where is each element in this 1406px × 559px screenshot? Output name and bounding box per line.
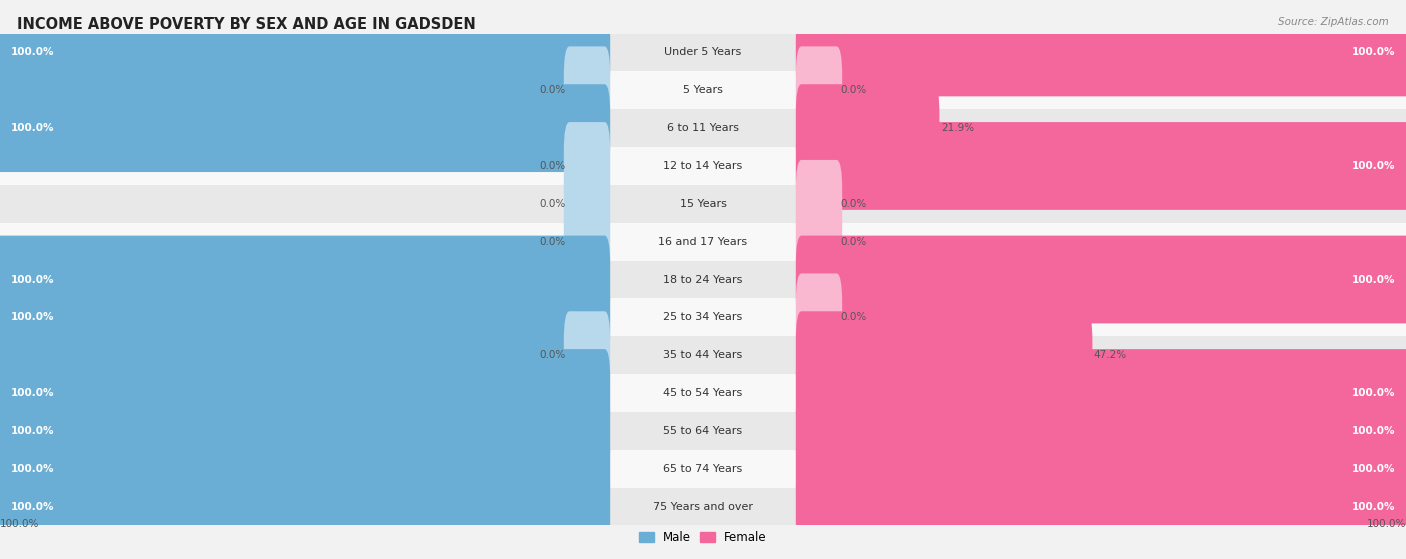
Text: 5 Years: 5 Years: [683, 86, 723, 95]
Text: 0.0%: 0.0%: [841, 312, 866, 323]
FancyBboxPatch shape: [796, 387, 1406, 475]
Text: 100.0%: 100.0%: [1367, 519, 1406, 529]
Text: 100.0%: 100.0%: [10, 48, 53, 58]
FancyBboxPatch shape: [0, 463, 610, 551]
Text: 35 to 44 Years: 35 to 44 Years: [664, 350, 742, 360]
Bar: [0, 34, 1406, 72]
Text: Under 5 Years: Under 5 Years: [665, 48, 741, 58]
Text: INCOME ABOVE POVERTY BY SEX AND AGE IN GADSDEN: INCOME ABOVE POVERTY BY SEX AND AGE IN G…: [17, 17, 475, 32]
Text: 100.0%: 100.0%: [1353, 48, 1395, 58]
Text: 15 Years: 15 Years: [679, 199, 727, 209]
Bar: [0, 450, 1406, 487]
FancyBboxPatch shape: [796, 349, 1406, 437]
Text: 100.0%: 100.0%: [10, 123, 53, 133]
Bar: [0, 185, 1406, 222]
FancyBboxPatch shape: [0, 425, 610, 513]
FancyBboxPatch shape: [564, 122, 610, 210]
Text: 100.0%: 100.0%: [1353, 161, 1395, 171]
FancyBboxPatch shape: [796, 8, 1406, 96]
Bar: [0, 299, 1406, 337]
Text: 100.0%: 100.0%: [0, 519, 39, 529]
Text: 0.0%: 0.0%: [841, 236, 866, 247]
Text: 100.0%: 100.0%: [10, 501, 53, 511]
Text: 100.0%: 100.0%: [1353, 426, 1395, 436]
FancyBboxPatch shape: [0, 387, 610, 475]
Bar: [0, 374, 1406, 412]
Text: 75 Years and over: 75 Years and over: [652, 501, 754, 511]
Legend: Male, Female: Male, Female: [634, 527, 772, 549]
Text: 0.0%: 0.0%: [540, 161, 565, 171]
Bar: [0, 109, 1406, 147]
FancyBboxPatch shape: [796, 235, 1406, 324]
FancyBboxPatch shape: [0, 349, 610, 437]
Text: 12 to 14 Years: 12 to 14 Years: [664, 161, 742, 171]
FancyBboxPatch shape: [564, 198, 610, 286]
FancyBboxPatch shape: [796, 273, 842, 361]
Text: 47.2%: 47.2%: [1094, 350, 1128, 360]
Text: 0.0%: 0.0%: [540, 86, 565, 95]
Text: 100.0%: 100.0%: [1353, 388, 1395, 398]
Text: 100.0%: 100.0%: [10, 464, 53, 473]
Bar: [0, 412, 1406, 450]
Text: 16 and 17 Years: 16 and 17 Years: [658, 236, 748, 247]
Text: 100.0%: 100.0%: [10, 426, 53, 436]
Bar: [0, 72, 1406, 109]
FancyBboxPatch shape: [564, 46, 610, 134]
Bar: [0, 487, 1406, 525]
FancyBboxPatch shape: [796, 463, 1406, 551]
FancyBboxPatch shape: [796, 46, 842, 134]
Bar: [0, 222, 1406, 260]
FancyBboxPatch shape: [0, 235, 610, 324]
FancyBboxPatch shape: [796, 160, 842, 248]
Text: 21.9%: 21.9%: [941, 123, 974, 133]
Text: 100.0%: 100.0%: [10, 388, 53, 398]
Text: 0.0%: 0.0%: [841, 86, 866, 95]
FancyBboxPatch shape: [564, 311, 610, 399]
FancyBboxPatch shape: [564, 160, 610, 248]
Text: 100.0%: 100.0%: [1353, 501, 1395, 511]
Bar: [0, 337, 1406, 374]
FancyBboxPatch shape: [796, 198, 842, 286]
FancyBboxPatch shape: [796, 122, 1406, 210]
Text: 0.0%: 0.0%: [540, 350, 565, 360]
FancyBboxPatch shape: [796, 311, 1092, 399]
Text: 55 to 64 Years: 55 to 64 Years: [664, 426, 742, 436]
Bar: [0, 147, 1406, 185]
Text: 18 to 24 Years: 18 to 24 Years: [664, 274, 742, 285]
Bar: [0, 260, 1406, 299]
Text: 100.0%: 100.0%: [1353, 274, 1395, 285]
FancyBboxPatch shape: [796, 84, 939, 172]
FancyBboxPatch shape: [0, 8, 610, 96]
Text: 100.0%: 100.0%: [10, 274, 53, 285]
FancyBboxPatch shape: [796, 425, 1406, 513]
Text: 6 to 11 Years: 6 to 11 Years: [666, 123, 740, 133]
Text: 0.0%: 0.0%: [540, 236, 565, 247]
Text: 100.0%: 100.0%: [1353, 464, 1395, 473]
FancyBboxPatch shape: [0, 84, 610, 172]
Text: 0.0%: 0.0%: [540, 199, 565, 209]
FancyBboxPatch shape: [0, 273, 610, 361]
Text: 65 to 74 Years: 65 to 74 Years: [664, 464, 742, 473]
Text: 25 to 34 Years: 25 to 34 Years: [664, 312, 742, 323]
Text: 45 to 54 Years: 45 to 54 Years: [664, 388, 742, 398]
Text: 100.0%: 100.0%: [10, 312, 53, 323]
Text: 0.0%: 0.0%: [841, 199, 866, 209]
Text: Source: ZipAtlas.com: Source: ZipAtlas.com: [1278, 17, 1389, 27]
